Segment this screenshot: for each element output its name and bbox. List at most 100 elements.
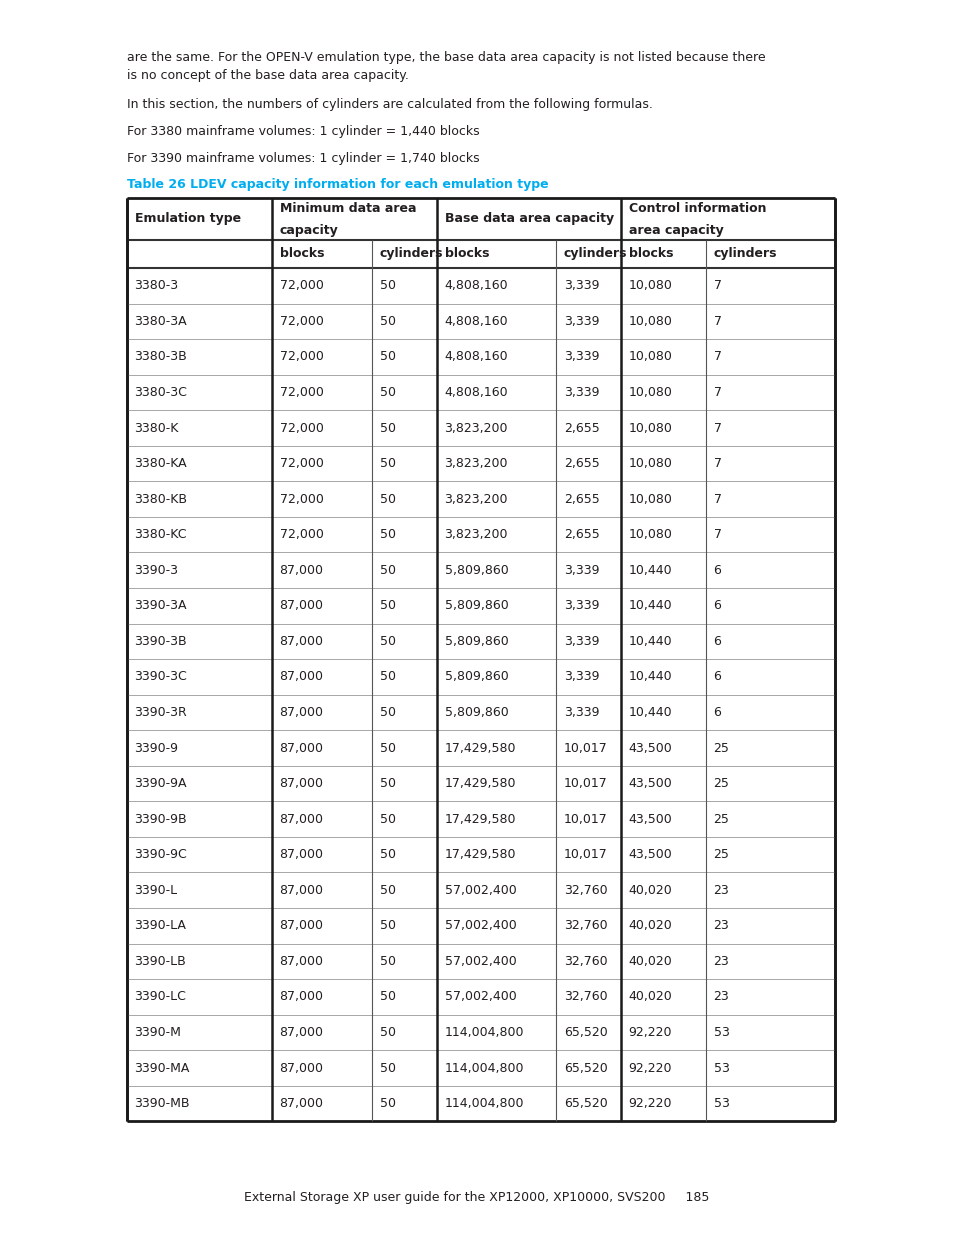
Text: For 3380 mainframe volumes: 1 cylinder = 1,440 blocks: For 3380 mainframe volumes: 1 cylinder =… (127, 125, 479, 138)
Text: 25: 25 (713, 777, 729, 790)
Text: 10,080: 10,080 (628, 421, 672, 435)
Text: 50: 50 (379, 279, 395, 293)
Text: 32,760: 32,760 (563, 919, 607, 932)
Text: 5,809,860: 5,809,860 (444, 706, 508, 719)
Text: 72,000: 72,000 (279, 387, 323, 399)
Text: 87,000: 87,000 (279, 635, 323, 648)
Text: 10,080: 10,080 (628, 315, 672, 327)
Text: 17,429,580: 17,429,580 (444, 848, 516, 861)
Text: 7: 7 (713, 351, 720, 363)
Text: 3380-3C: 3380-3C (134, 387, 187, 399)
Text: 50: 50 (379, 421, 395, 435)
Text: 10,017: 10,017 (563, 777, 607, 790)
Text: cylinders: cylinders (563, 247, 627, 261)
Text: cylinders: cylinders (713, 247, 777, 261)
Text: 32,760: 32,760 (563, 884, 607, 897)
Text: 50: 50 (379, 563, 395, 577)
Text: External Storage XP user guide for the XP12000, XP10000, SVS200     185: External Storage XP user guide for the X… (244, 1192, 709, 1204)
Text: Base data area capacity: Base data area capacity (444, 212, 613, 225)
Text: 43,500: 43,500 (628, 813, 672, 826)
Text: 65,520: 65,520 (563, 1062, 607, 1074)
Text: 57,002,400: 57,002,400 (444, 884, 516, 897)
Text: 25: 25 (713, 741, 729, 755)
Text: 2,655: 2,655 (563, 421, 598, 435)
Text: 2,655: 2,655 (563, 529, 598, 541)
Text: 65,520: 65,520 (563, 1026, 607, 1039)
Text: 3380-3B: 3380-3B (134, 351, 187, 363)
Text: 3380-3: 3380-3 (134, 279, 178, 293)
Text: 50: 50 (379, 1026, 395, 1039)
Text: 50: 50 (379, 1097, 395, 1110)
Text: 87,000: 87,000 (279, 813, 323, 826)
Text: 10,017: 10,017 (563, 741, 607, 755)
Text: 4,808,160: 4,808,160 (444, 315, 508, 327)
Text: 50: 50 (379, 706, 395, 719)
Text: 57,002,400: 57,002,400 (444, 990, 516, 1003)
Text: 40,020: 40,020 (628, 990, 672, 1003)
Text: capacity: capacity (279, 225, 338, 237)
Text: 50: 50 (379, 671, 395, 683)
Text: 50: 50 (379, 529, 395, 541)
Text: 32,760: 32,760 (563, 990, 607, 1003)
Text: 7: 7 (713, 529, 720, 541)
Text: 92,220: 92,220 (628, 1062, 672, 1074)
Text: In this section, the numbers of cylinders are calculated from the following form: In this section, the numbers of cylinder… (127, 98, 652, 111)
Text: Table 26 LDEV capacity information for each emulation type: Table 26 LDEV capacity information for e… (127, 178, 548, 191)
Text: 3390-M: 3390-M (134, 1026, 181, 1039)
Text: 25: 25 (713, 813, 729, 826)
Text: 3380-KA: 3380-KA (134, 457, 187, 471)
Text: 3,823,200: 3,823,200 (444, 457, 508, 471)
Text: 53: 53 (713, 1062, 729, 1074)
Text: cylinders: cylinders (379, 247, 443, 261)
Text: 7: 7 (713, 387, 720, 399)
Text: 10,080: 10,080 (628, 493, 672, 505)
Text: 10,440: 10,440 (628, 563, 672, 577)
Text: 3390-3R: 3390-3R (134, 706, 187, 719)
Text: 114,004,800: 114,004,800 (444, 1026, 523, 1039)
Text: 3390-L: 3390-L (134, 884, 177, 897)
Text: 5,809,860: 5,809,860 (444, 599, 508, 613)
Text: 50: 50 (379, 635, 395, 648)
Text: 7: 7 (713, 315, 720, 327)
Text: 3,823,200: 3,823,200 (444, 529, 508, 541)
Text: 6: 6 (713, 635, 720, 648)
Text: 87,000: 87,000 (279, 1097, 323, 1110)
Text: 7: 7 (713, 493, 720, 505)
Text: 40,020: 40,020 (628, 919, 672, 932)
Text: 50: 50 (379, 777, 395, 790)
Text: 50: 50 (379, 919, 395, 932)
Text: 50: 50 (379, 351, 395, 363)
Text: 7: 7 (713, 279, 720, 293)
Text: 10,017: 10,017 (563, 813, 607, 826)
Bar (127, 198, 834, 1121)
Text: 3380-K: 3380-K (134, 421, 179, 435)
Text: 43,500: 43,500 (628, 741, 672, 755)
Text: 32,760: 32,760 (563, 955, 607, 968)
Text: 10,080: 10,080 (628, 279, 672, 293)
Text: 10,440: 10,440 (628, 706, 672, 719)
Text: 3380-KB: 3380-KB (134, 493, 188, 505)
Text: 6: 6 (713, 599, 720, 613)
Text: 50: 50 (379, 848, 395, 861)
Text: 10,080: 10,080 (628, 387, 672, 399)
Text: 57,002,400: 57,002,400 (444, 955, 516, 968)
Text: 23: 23 (713, 919, 729, 932)
Text: 87,000: 87,000 (279, 599, 323, 613)
Text: 4,808,160: 4,808,160 (444, 387, 508, 399)
Text: 3390-3A: 3390-3A (134, 599, 187, 613)
Text: 87,000: 87,000 (279, 1026, 323, 1039)
Text: 3390-9C: 3390-9C (134, 848, 187, 861)
Text: 10,080: 10,080 (628, 457, 672, 471)
Text: 92,220: 92,220 (628, 1097, 672, 1110)
Text: 40,020: 40,020 (628, 884, 672, 897)
Text: 23: 23 (713, 990, 729, 1003)
Text: 17,429,580: 17,429,580 (444, 777, 516, 790)
Text: 87,000: 87,000 (279, 777, 323, 790)
Text: 7: 7 (713, 421, 720, 435)
Text: 10,440: 10,440 (628, 599, 672, 613)
Text: 3,823,200: 3,823,200 (444, 493, 508, 505)
Text: 6: 6 (713, 563, 720, 577)
Text: 3,823,200: 3,823,200 (444, 421, 508, 435)
Text: 10,080: 10,080 (628, 529, 672, 541)
Text: 50: 50 (379, 1062, 395, 1074)
